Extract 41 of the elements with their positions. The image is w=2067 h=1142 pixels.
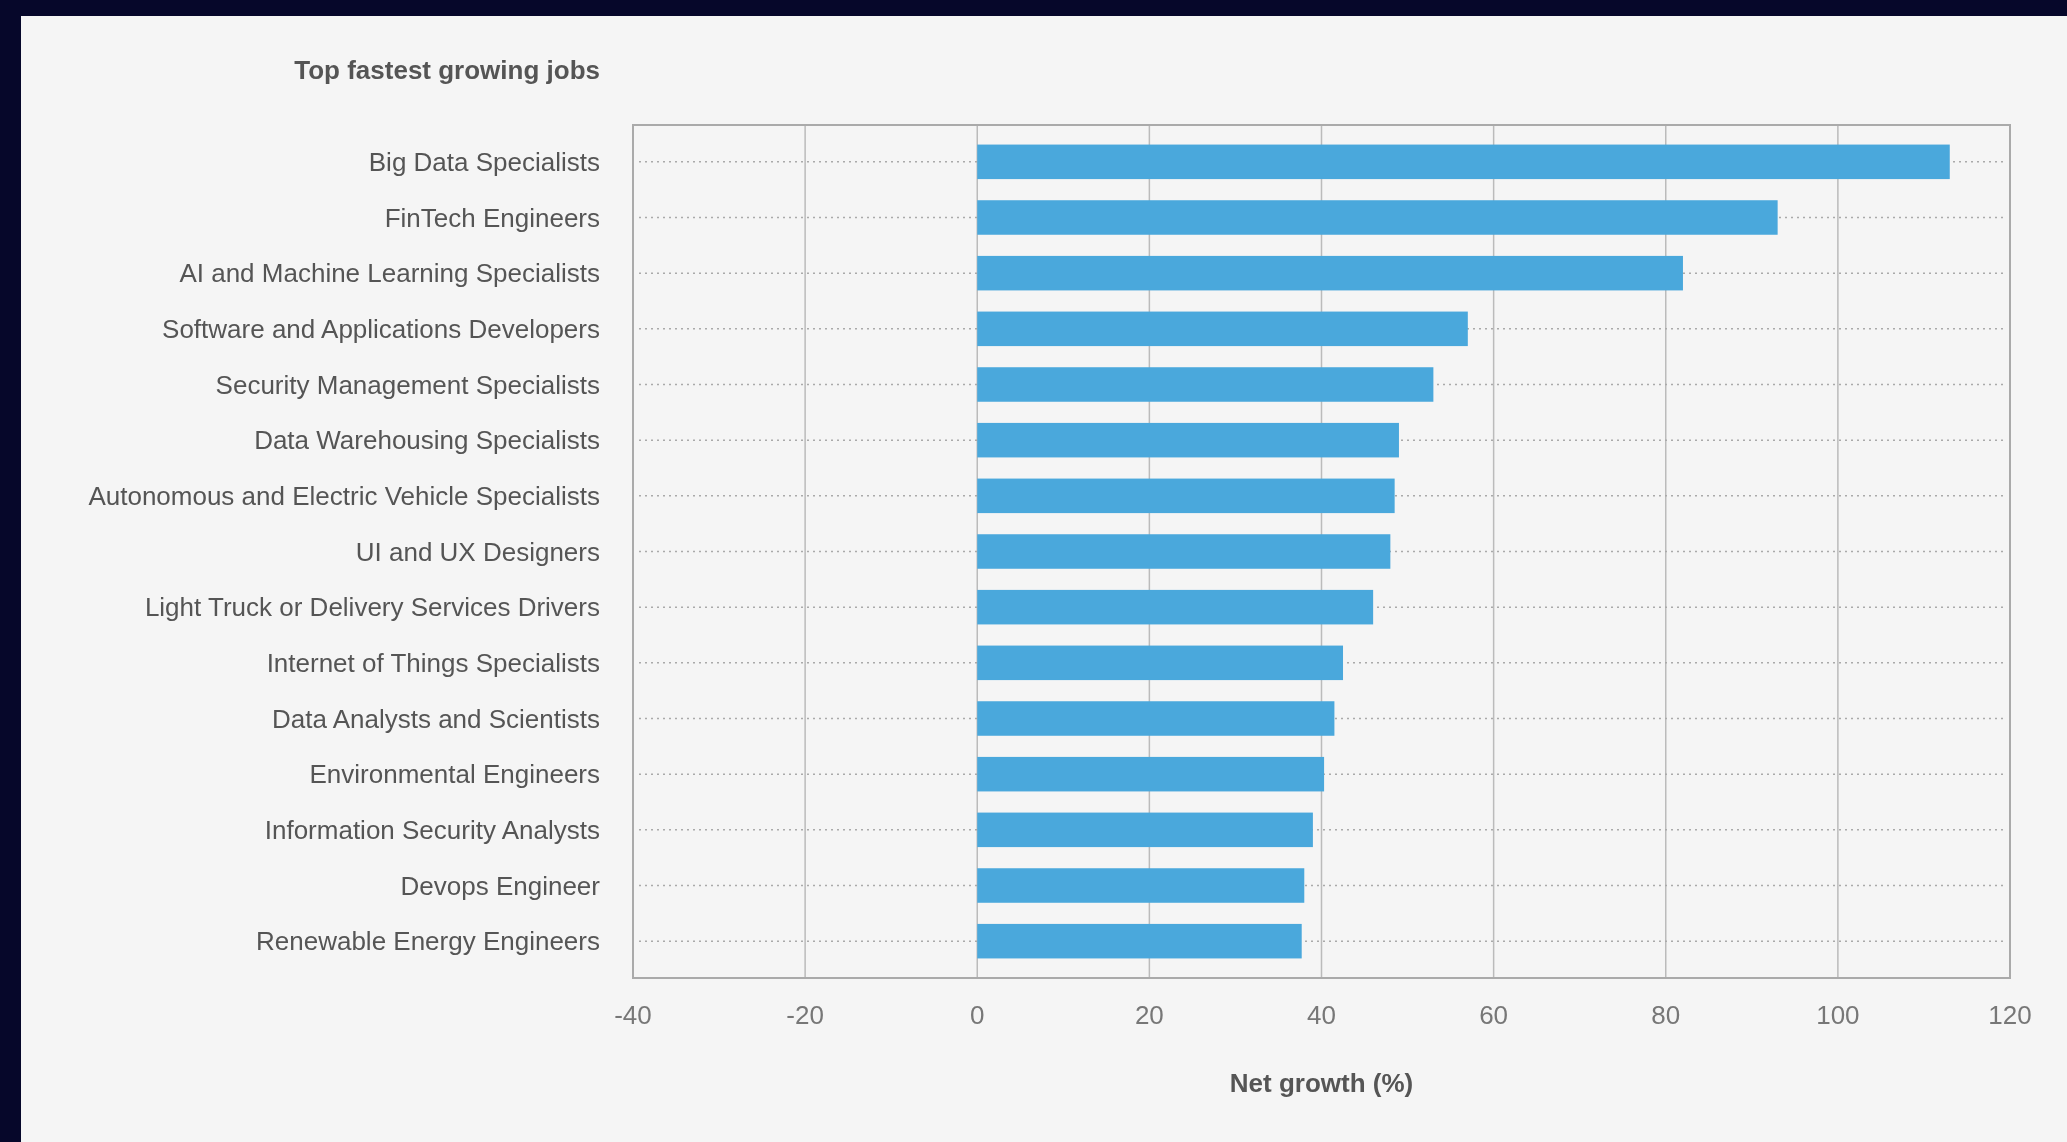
bar: [977, 868, 1305, 903]
x-tick-label: 20: [1134, 1000, 1164, 1030]
bar: [977, 311, 1468, 347]
bar: [977, 422, 1399, 458]
bar: [977, 701, 1335, 736]
bar: [977, 756, 1325, 792]
x-tick-label: 80: [1651, 1000, 1681, 1030]
x-tick-label: 0: [970, 1000, 985, 1030]
x-tick-label: 40: [1307, 1000, 1336, 1030]
y-tick-label: AI and Machine Learning Specialists: [179, 258, 600, 289]
x-axis-title: Net growth (%): [1229, 1068, 1414, 1098]
y-tick-label: Renewable Energy Engineers: [256, 926, 600, 957]
bar: [977, 812, 1313, 848]
bar: [977, 200, 1778, 235]
y-tick-label: Environmental Engineers: [309, 759, 600, 790]
bar: [977, 367, 1434, 402]
x-tick-label: 100: [1816, 1000, 1860, 1030]
y-tick-label: Devops Engineer: [400, 870, 601, 901]
x-tick-label: 60: [1479, 1000, 1509, 1030]
y-tick-label: Security Management Specialists: [215, 369, 600, 400]
y-tick-label: Autonomous and Electric Vehicle Specialists: [88, 480, 600, 511]
y-tick-label: Software and Applications Developers: [162, 313, 600, 344]
bar: [977, 534, 1391, 569]
x-tick-label: -40: [614, 1000, 652, 1030]
y-tick-label: UI and UX Designers: [355, 536, 600, 567]
bar: [977, 144, 1950, 180]
x-tick-label: -20: [786, 1000, 824, 1030]
y-tick-label: FinTech Engineers: [384, 202, 600, 233]
y-tick-label: Data Analysts and Scientists: [271, 703, 600, 734]
bar: [977, 923, 1302, 959]
bar: [977, 645, 1344, 681]
y-tick-label: Internet of Things Specialists: [266, 647, 600, 678]
bar: [977, 255, 1683, 291]
chart-title: Top fastest growing jobs: [294, 55, 600, 85]
y-tick-label: Data Warehousing Specialists: [254, 425, 600, 456]
y-tick-label: Big Data Specialists: [368, 146, 600, 177]
bar: [977, 589, 1374, 625]
x-tick-label: 120: [1988, 1000, 2032, 1030]
y-tick-label: Light Truck or Delivery Services Drivers: [144, 592, 600, 623]
y-tick-label: Information Security Analysts: [264, 814, 600, 845]
bar: [977, 478, 1395, 514]
